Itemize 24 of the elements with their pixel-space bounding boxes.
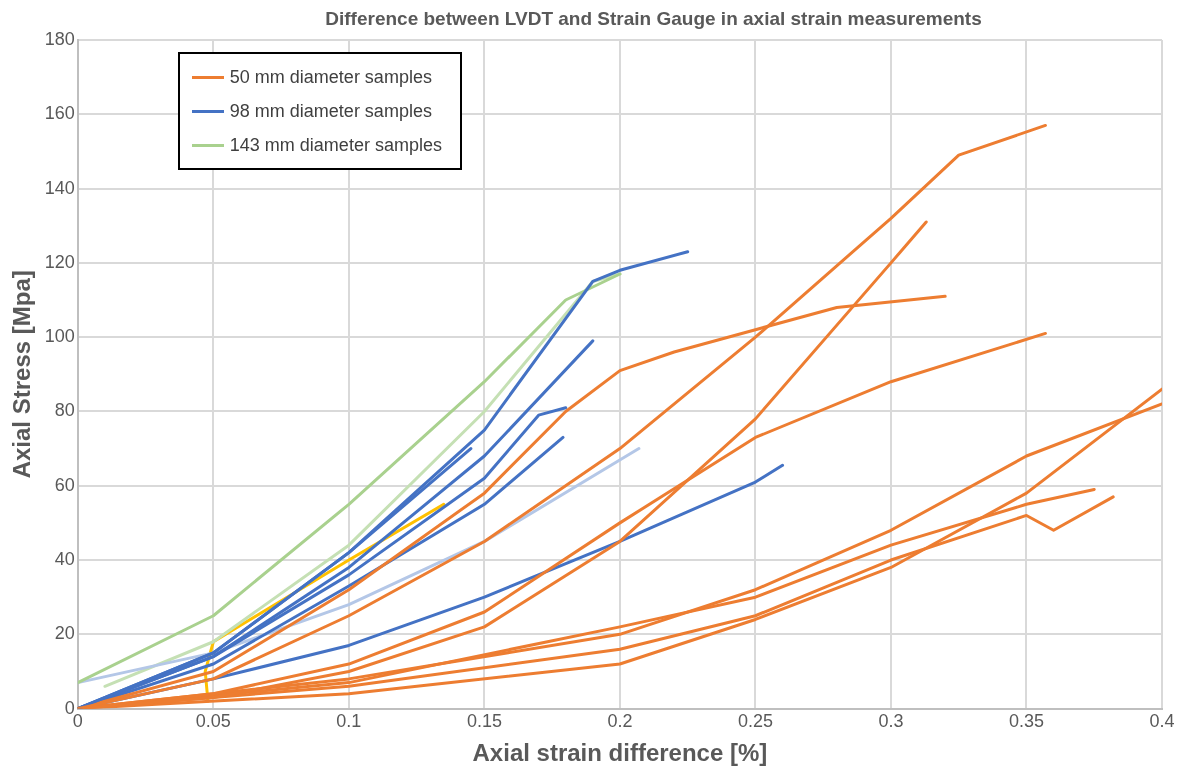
y-tick-label: 180 (44, 28, 75, 49)
x-axis-title: Axial strain difference [%] (472, 739, 768, 767)
y-tick-label: 20 (54, 623, 75, 644)
y-tick-label: 80 (54, 400, 75, 421)
y-tick-label: 0 (64, 697, 75, 718)
x-tick-label: 0.15 (466, 711, 502, 732)
legend-label: 98 mm diameter samples (229, 100, 432, 122)
y-tick-label: 160 (44, 103, 75, 124)
x-tick-label: 0.3 (878, 711, 904, 732)
y-axis-title: Axial Stress [Mpa] (8, 270, 36, 479)
legend-label: 50 mm diameter samples (229, 66, 432, 88)
chart-title: Difference between LVDT and Strain Gauge in axial strain measurements (324, 8, 983, 30)
legend-label: 143 mm diameter samples (229, 134, 442, 156)
y-tick-label: 60 (54, 474, 75, 495)
y-tick-label: 120 (44, 251, 75, 272)
y-tick-label: 140 (44, 177, 75, 198)
x-tick-label: 0.05 (195, 711, 231, 732)
x-tick-label: 0.4 (1149, 711, 1175, 732)
x-tick-label: 0.35 (1008, 711, 1044, 732)
x-tick-label: 0.1 (336, 711, 362, 732)
y-tick-label: 40 (54, 548, 75, 569)
x-tick-label: 0.2 (607, 711, 633, 732)
y-tick-label: 100 (44, 326, 75, 347)
x-tick-label: 0.25 (737, 711, 773, 732)
